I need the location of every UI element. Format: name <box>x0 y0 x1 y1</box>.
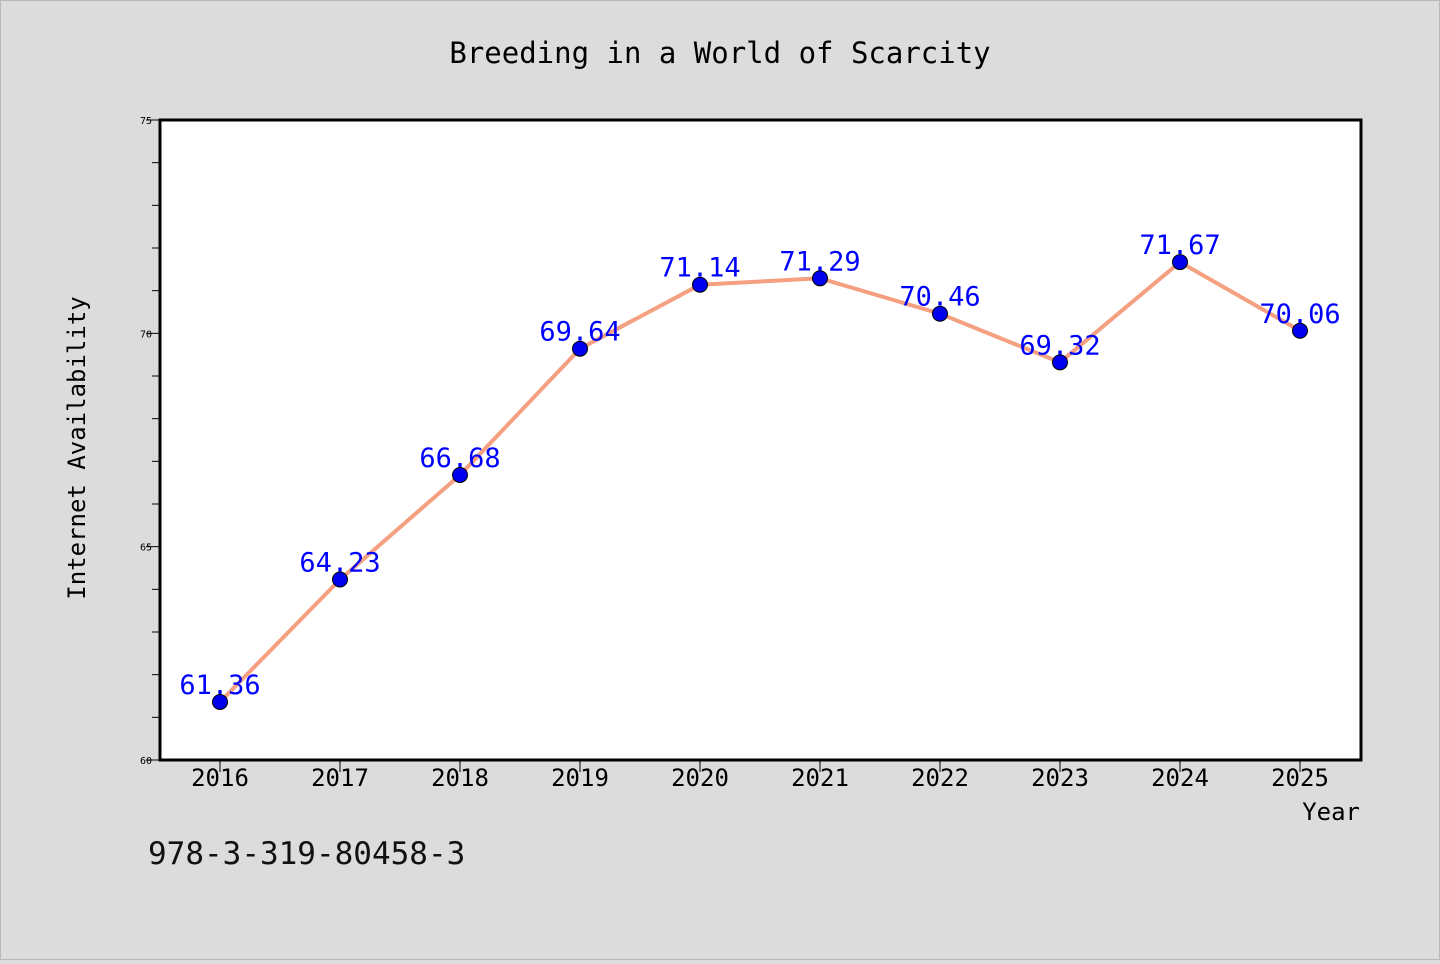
data-point <box>332 571 348 588</box>
data-label: 71.67 <box>1139 230 1220 261</box>
data-point <box>1052 354 1068 371</box>
y-tick-label: 75 <box>140 116 152 127</box>
data-label: 61.36 <box>179 670 260 701</box>
x-tick-label: 2025 <box>1271 764 1329 792</box>
data-point <box>1292 322 1308 339</box>
isbn-annotation: 978-3-319-80458-3 <box>148 836 465 872</box>
y-tick-label: 70 <box>140 329 152 340</box>
data-point <box>212 693 228 710</box>
data-point <box>572 340 588 357</box>
data-label: 66.68 <box>419 443 500 474</box>
x-tick-label: 2017 <box>311 764 369 792</box>
data-label: 69.64 <box>539 317 620 348</box>
data-point <box>932 305 948 322</box>
plot-frame <box>158 118 1363 762</box>
data-labels: 61.36 64.23 66.68 69.64 71.14 71.29 70.46 69.32… <box>179 230 1340 701</box>
data-point <box>1172 254 1188 271</box>
y-axis-label: Internet Availability <box>63 296 91 599</box>
data-points <box>212 254 1308 710</box>
x-tick-label: 2016 <box>191 764 249 792</box>
plot-area <box>160 120 1361 760</box>
x-tick-label: 2023 <box>1031 764 1089 792</box>
x-axis-label: Year <box>1302 798 1360 826</box>
data-label: 71.14 <box>659 253 740 284</box>
x-tick-label: 2019 <box>551 764 609 792</box>
data-point <box>452 466 468 483</box>
y-tick-label: 60 <box>140 756 152 767</box>
data-label: 69.32 <box>1019 330 1100 361</box>
data-label: 64.23 <box>299 548 380 579</box>
x-axis-ticks: 2016 2017 2018 2019 2020 2021 2022 2023 2024 2025 <box>191 760 1329 792</box>
x-tick-label: 2018 <box>431 764 489 792</box>
x-tick-label: 2020 <box>671 764 729 792</box>
series-line <box>218 260 1302 704</box>
x-tick-label: 2021 <box>791 764 849 792</box>
chart-title: Breeding in a World of Scarcity <box>449 36 990 70</box>
x-tick-label: 2024 <box>1151 764 1209 792</box>
y-tick-label: 65 <box>140 543 152 554</box>
data-label: 70.46 <box>899 282 980 313</box>
data-label: 70.06 <box>1259 299 1340 330</box>
data-label: 71.29 <box>779 246 860 277</box>
data-point <box>692 276 708 293</box>
x-tick-label: 2022 <box>911 764 969 792</box>
data-point <box>812 270 828 287</box>
